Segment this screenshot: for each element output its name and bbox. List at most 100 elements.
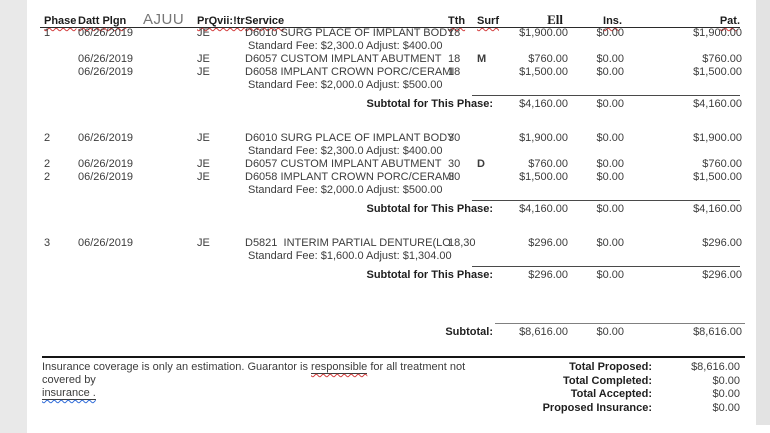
cell-service: D6057 CUSTOM IMPLANT ABUTMENT xyxy=(245,53,442,65)
cell-fee: $1,900.00 xyxy=(519,27,568,39)
phase-subtotal-row: Subtotal for This Phase: $4,160.00 $0.00 $4… xyxy=(44,200,755,216)
cell-fee: $296.00 xyxy=(528,237,568,249)
disclaimer-insurance-word: insurance . xyxy=(42,387,96,400)
header-rule xyxy=(40,27,740,28)
procedure-row: 1 06/26/2019 JE D6010 SURG PLACE OF IMPLANT… xyxy=(44,27,755,40)
cell-patient: $1,900.00 xyxy=(693,27,742,39)
cell-fee: $1,500.00 xyxy=(519,171,568,183)
procedure-row: 2 06/26/2019 JE D6010 SURG PLACE OF IMPLANT… xyxy=(44,132,755,145)
col-header-phase: Phase xyxy=(44,15,77,28)
cell-service: D6058 IMPLANT CROWN PORC/CERAMI xyxy=(245,66,455,78)
cell-date: 06/26/2019 xyxy=(78,27,134,39)
cell-provider: JE xyxy=(197,132,210,144)
phase-sections: 1 06/26/2019 JE D6010 SURG PLACE OF IMPLANT… xyxy=(44,27,755,282)
cell-service: D6057 CUSTOM IMPLANT ABUTMENT xyxy=(245,158,442,170)
cell-provider: JE xyxy=(197,66,210,78)
cell-phase: 3 xyxy=(44,237,51,249)
col-header-patient: Pat. xyxy=(719,15,740,28)
cell-provider: JE xyxy=(197,27,210,39)
cell-tooth: 18 xyxy=(448,53,461,65)
col-header-ajuu: AJUU xyxy=(143,11,185,28)
grand-subtotal-fee: $8,616.00 xyxy=(519,326,568,338)
cell-surface: D xyxy=(477,158,485,170)
total-row: Total Completed: $0.00 xyxy=(494,375,745,389)
total-value: $0.00 xyxy=(712,388,740,400)
standard-fee-row: Standard Fee: $2,000.0 Adjust: $500.00 xyxy=(44,184,755,197)
phase-subtotal-label: Subtotal for This Phase: xyxy=(366,98,493,110)
cell-insurance: $0.00 xyxy=(596,171,624,183)
totals-summary: Total Proposed: $8,616.00 Total Completed:… xyxy=(494,361,745,415)
cell-insurance: $0.00 xyxy=(596,66,624,78)
cell-service: D5821 INTERIM PARTIAL DENTURE(LO xyxy=(245,237,451,249)
left-page-margin xyxy=(0,0,27,433)
col-header-insurance: Ins. xyxy=(603,15,622,28)
phase-subtotal-row: Subtotal for This Phase: $4,160.00 $0.00 $4… xyxy=(44,95,755,111)
standard-fee-row: Standard Fee: $2,300.0 Adjust: $400.00 xyxy=(44,40,755,53)
standard-fee-row: Standard Fee: $1,600.0 Adjust: $1,304.00 xyxy=(44,250,755,263)
cell-tooth: 18 xyxy=(448,66,461,78)
col-header-fee: Ell xyxy=(547,12,563,28)
cell-insurance: $0.00 xyxy=(596,132,624,144)
phase-subtotal-fee: $296.00 xyxy=(528,269,568,281)
col-header-service: Service xyxy=(245,15,285,28)
col-header-tooth: Tth xyxy=(448,15,466,28)
grand-subtotal-rule xyxy=(495,323,745,324)
phase-subtotal-rule xyxy=(472,95,740,96)
procedure-row: 06/26/2019 JE D6058 IMPLANT CROWN PORC/CER… xyxy=(44,66,755,79)
col-header-surface: Surf xyxy=(477,15,499,28)
scrollbar-track[interactable] xyxy=(756,0,770,425)
total-label: Total Completed: xyxy=(562,374,652,387)
cell-tooth: 18 xyxy=(448,27,461,39)
grand-subtotal-pat: $8,616.00 xyxy=(693,326,742,338)
procedure-row: 3 06/26/2019 JE D5821 INTERIM PARTIAL DENTU… xyxy=(44,237,755,250)
cell-phase: 2 xyxy=(44,171,51,183)
phase-subtotal-row: Subtotal for This Phase: $296.00 $0.00 $296… xyxy=(44,266,755,282)
total-value: $8,616.00 xyxy=(691,361,740,373)
standard-fee-text: Standard Fee: $2,300.0 Adjust: $400.00 xyxy=(248,145,443,157)
col-header-date-plan: Datt Plgn xyxy=(78,15,127,28)
grand-subtotal-ins: $0.00 xyxy=(596,326,624,338)
total-value: $0.00 xyxy=(712,374,740,387)
phase-subtotal-rule xyxy=(472,200,740,201)
cell-patient: $296.00 xyxy=(702,237,742,249)
cell-date: 06/26/2019 xyxy=(78,158,134,170)
cell-date: 06/26/2019 xyxy=(78,53,134,65)
cell-provider: JE xyxy=(197,53,210,65)
standard-fee-text: Standard Fee: $2,000.0 Adjust: $500.00 xyxy=(248,184,443,196)
phase-block: 1 06/26/2019 JE D6010 SURG PLACE OF IMPLANT… xyxy=(44,27,755,111)
standard-fee-text: Standard Fee: $1,600.0 Adjust: $1,304.00 xyxy=(248,250,452,262)
cell-provider: JE xyxy=(197,237,210,249)
standard-fee-text: Standard Fee: $2,300.0 Adjust: $400.00 xyxy=(248,40,443,52)
cell-date: 06/26/2019 xyxy=(78,237,134,249)
cell-service: D6058 IMPLANT CROWN PORC/CERAMI xyxy=(245,171,455,183)
cell-fee: $760.00 xyxy=(528,158,568,170)
phase-subtotal-ins: $0.00 xyxy=(596,98,624,110)
phase-subtotal-pat: $296.00 xyxy=(702,269,742,281)
total-label: Proposed Insurance: xyxy=(542,401,652,414)
cell-fee: $1,500.00 xyxy=(519,66,568,78)
phase-block: 2 06/26/2019 JE D6010 SURG PLACE OF IMPLANT… xyxy=(44,132,755,216)
phase-subtotal-pat: $4,160.00 xyxy=(693,203,742,215)
cell-fee: $760.00 xyxy=(528,53,568,65)
phase-subtotal-ins: $0.00 xyxy=(596,203,624,215)
cell-phase: 2 xyxy=(44,158,51,170)
cell-patient: $1,500.00 xyxy=(693,66,742,78)
total-row: Total Proposed: $8,616.00 xyxy=(494,361,745,375)
phase-subtotal-fee: $4,160.00 xyxy=(519,203,568,215)
document-footer: Insurance coverage is only an estimation… xyxy=(42,356,745,415)
insurance-disclaimer: Insurance coverage is only an estimation… xyxy=(42,361,494,415)
disclaimer-text: Insurance coverage is only an estimation… xyxy=(42,361,312,373)
cell-tooth: 30 xyxy=(448,171,461,183)
grand-subtotal-row: Subtotal: $8,616.00 $0.00 $8,616.00 xyxy=(44,323,755,339)
standard-fee-text: Standard Fee: $2,000.0 Adjust: $500.00 xyxy=(248,79,443,91)
phase-subtotal-pat: $4,160.00 xyxy=(693,98,742,110)
phase-block: 3 06/26/2019 JE D5821 INTERIM PARTIAL DENTU… xyxy=(44,237,755,282)
cell-phase: 1 xyxy=(44,27,51,39)
table-header-row: Phase Datt Plgn AJUU PrQvii:!tr Service … xyxy=(40,11,755,28)
cell-insurance: $0.00 xyxy=(596,53,624,65)
grand-subtotal-label: Subtotal: xyxy=(445,326,493,338)
cell-provider: JE xyxy=(197,158,210,170)
cell-service: D6010 SURG PLACE OF IMPLANT BODY xyxy=(245,27,455,39)
standard-fee-row: Standard Fee: $2,300.0 Adjust: $400.00 xyxy=(44,145,755,158)
cell-patient: $1,900.00 xyxy=(693,132,742,144)
